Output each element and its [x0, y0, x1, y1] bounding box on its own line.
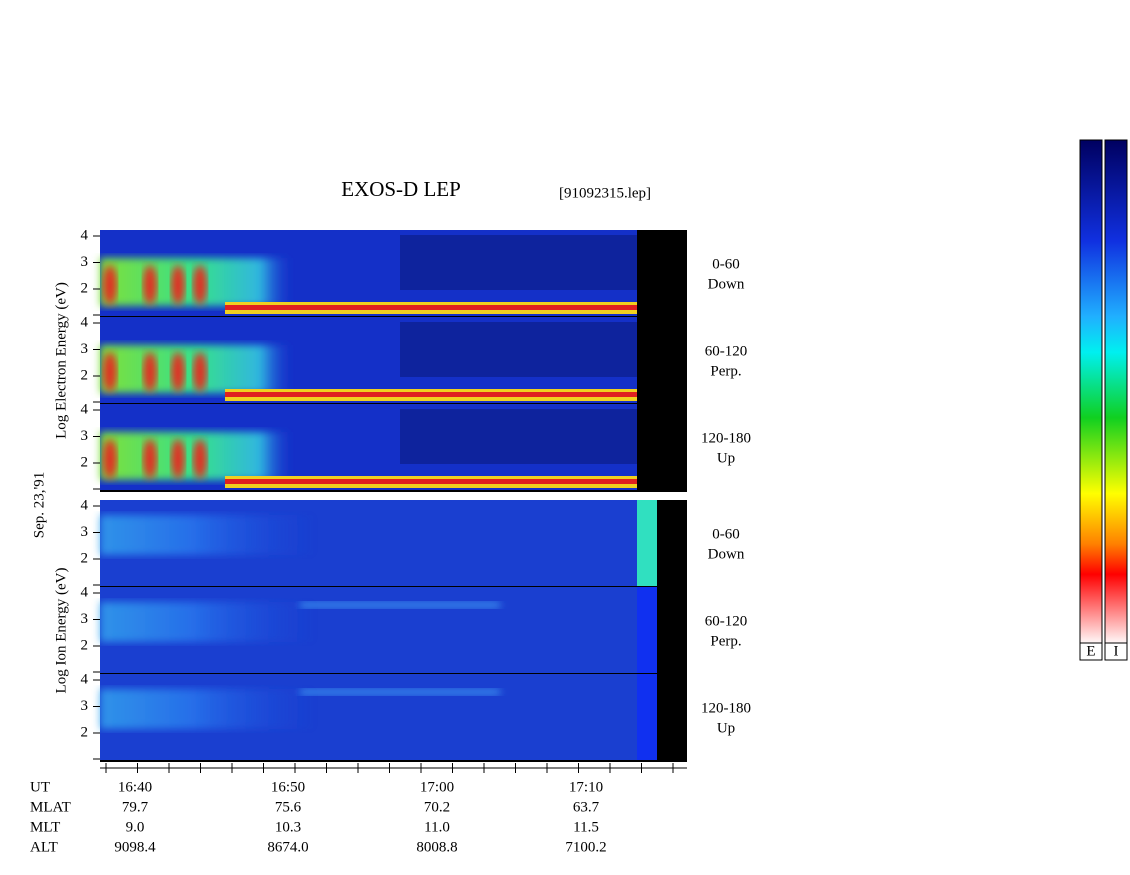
row-value: 8674.0	[267, 839, 308, 855]
spectrogram-burst	[143, 439, 157, 479]
row-label: MLAT	[30, 799, 71, 815]
row-value: 7100.2	[565, 839, 606, 855]
row-value: 11.0	[424, 819, 450, 835]
row-value: 16:40	[118, 779, 152, 795]
y-tick-label: 3	[81, 428, 89, 444]
row-label: ALT	[30, 839, 58, 855]
spectrogram-band	[100, 515, 460, 555]
row-value: 9.0	[126, 819, 145, 835]
dead-band	[657, 674, 687, 761]
direction: Down	[708, 546, 745, 562]
spectrogram-burst	[143, 265, 157, 305]
pitch-angle: 60-120	[705, 343, 748, 359]
cal-strip	[637, 587, 657, 674]
row-value: 11.5	[573, 819, 599, 835]
direction: Perp.	[710, 633, 741, 649]
spectrogram-low	[225, 479, 637, 484]
direction: Up	[717, 450, 735, 466]
y-tick-label: 2	[81, 724, 89, 740]
row-value: 70.2	[424, 799, 450, 815]
pitch-angle: 120-180	[701, 430, 751, 446]
dead-band	[657, 587, 687, 674]
spectrogram-burst	[103, 265, 117, 305]
color-bar-box	[1104, 642, 1128, 661]
row-value: 9098.4	[114, 839, 156, 855]
spectrogram-burst	[103, 352, 117, 392]
spectrogram-burst	[193, 352, 207, 392]
color-bar	[1079, 139, 1103, 646]
spectrogram-low	[225, 305, 637, 310]
y-tick-label: 2	[81, 637, 89, 653]
y-tick-label: 3	[81, 341, 89, 357]
spectrogram-burst	[171, 439, 185, 479]
y-tick-label: 4	[81, 314, 89, 330]
pitch-angle: 120-180	[701, 700, 751, 716]
spectrogram-band	[100, 689, 460, 729]
y-tick-label: 2	[81, 550, 89, 566]
spectrogram-burst	[193, 265, 207, 305]
y-tick-label: 4	[81, 584, 89, 600]
row-value: 17:10	[569, 779, 603, 795]
y-tick-label: 3	[81, 698, 89, 714]
spectrogram-burst	[171, 265, 185, 305]
y-tick-label: 4	[81, 497, 89, 513]
color-bar	[1104, 139, 1128, 646]
direction: Perp.	[710, 363, 741, 379]
row-label: MLT	[30, 819, 60, 835]
y-tick-label: 3	[81, 611, 89, 627]
row-value: 10.3	[275, 819, 301, 835]
spectrogram-dark	[400, 235, 637, 290]
spectrogram-burst	[103, 439, 117, 479]
spectrogram-burst	[171, 352, 185, 392]
dead-band	[637, 230, 687, 317]
row-value: 8008.8	[416, 839, 457, 855]
y-tick-label: 4	[81, 401, 89, 417]
file-name: [91092315.lep]	[559, 185, 651, 201]
color-bar-label: I	[1114, 643, 1119, 659]
row-value: 16:50	[271, 779, 305, 795]
y-tick-label: 2	[81, 367, 89, 383]
spectrogram-band	[100, 602, 460, 642]
direction: Up	[717, 720, 735, 736]
y-axis-label: Log Ion Energy (eV)	[53, 568, 69, 694]
y-tick-label: 2	[81, 454, 89, 470]
cal-strip	[637, 674, 657, 761]
spectrogram-streak	[300, 689, 500, 695]
pitch-angle: 0-60	[712, 256, 740, 272]
spectrogram-dark	[400, 322, 637, 377]
y-tick-label: 3	[81, 524, 89, 540]
y-tick-label: 4	[81, 671, 89, 687]
color-bar-label: E	[1086, 643, 1095, 659]
spectrogram-dark	[400, 409, 637, 464]
row-label: UT	[30, 779, 50, 795]
y-tick-label: 4	[81, 227, 89, 243]
row-value: 79.7	[122, 799, 149, 815]
spectrogram-burst	[143, 352, 157, 392]
spectrogram-streak	[300, 602, 500, 608]
spectrogram-low	[225, 392, 637, 397]
dead-band	[657, 500, 687, 587]
dead-band	[637, 317, 687, 404]
direction: Down	[708, 276, 745, 292]
color-bar-box	[1079, 642, 1103, 661]
pitch-angle: 60-120	[705, 613, 748, 629]
chart-title: EXOS-D LEP	[341, 177, 461, 201]
pitch-angle: 0-60	[712, 526, 740, 542]
y-tick-label: 2	[81, 280, 89, 296]
row-value: 75.6	[275, 799, 302, 815]
dead-band	[637, 404, 687, 491]
cal-strip	[637, 500, 657, 587]
row-value: 63.7	[573, 799, 600, 815]
y-axis-label: Log Electron Energy (eV)	[53, 282, 69, 439]
row-value: 17:00	[420, 779, 454, 795]
spectrogram-burst	[193, 439, 207, 479]
date-label: Sep. 23,'91	[31, 472, 47, 538]
y-tick-label: 3	[81, 254, 89, 270]
